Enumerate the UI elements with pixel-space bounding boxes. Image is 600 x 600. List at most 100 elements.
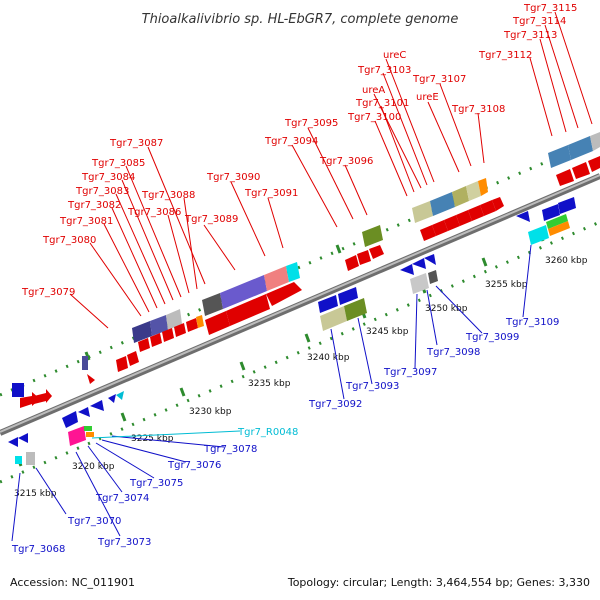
gene-block [202, 293, 223, 316]
gene-block [264, 266, 289, 291]
gene-block [590, 132, 600, 151]
rna-gene [116, 391, 124, 400]
gene-label[interactable]: Tgr7_3100 [347, 112, 401, 123]
gene-arrow [456, 210, 472, 226]
gene-block [196, 315, 204, 328]
gene-arrow [588, 156, 600, 172]
gene-block [466, 181, 481, 201]
gene-arrow [424, 254, 436, 265]
gene-label[interactable]: Tgr7_3094 [264, 136, 318, 147]
genome-summary: Topology: circular; Length: 3,464,554 bp… [287, 576, 590, 589]
gene-label[interactable]: Tgr7_3076 [167, 460, 221, 471]
gene-label[interactable]: Tgr7_3083 [75, 186, 129, 197]
gene-arrow [62, 411, 78, 428]
gene-block [26, 452, 35, 465]
gene-label[interactable]: Tgr7_3079 [21, 287, 75, 298]
gene-arrow [318, 295, 338, 313]
gene-label[interactable]: Tgr7_3068 [11, 544, 65, 555]
gene-label[interactable]: Tgr7_3093 [345, 381, 399, 392]
gene-arrow [345, 255, 359, 271]
gene-label[interactable]: Tgr7_3092 [308, 399, 362, 410]
gene-arrow [87, 374, 95, 384]
gene-label[interactable]: Tgr7_3085 [91, 158, 145, 169]
gene-arrow [432, 220, 448, 236]
gene-label[interactable]: Tgr7_3112 [478, 50, 532, 61]
gene-arrow [226, 294, 270, 326]
gene-label[interactable]: Tgr7_3097 [383, 367, 437, 378]
gene-label[interactable]: Tgr7_3109 [505, 317, 559, 328]
gene-label[interactable]: ureC [383, 50, 406, 61]
gene-label[interactable]: Tgr7_3086 [127, 207, 181, 218]
scale-label: 3215 kbp [14, 489, 57, 499]
gene-block [410, 273, 429, 294]
gene-arrow [400, 264, 414, 275]
scale-labels: 3215 kbp 3220 kbp 3225 kbp 3230 kbp 3235… [14, 256, 588, 499]
forward-strand-genes [12, 132, 600, 408]
rna-gene [15, 456, 22, 464]
gene-label[interactable]: Tgr7_3108 [451, 104, 505, 115]
gene-label[interactable]: Tgr7_3090 [206, 172, 260, 183]
gene-block [82, 356, 88, 370]
gene-arrow [468, 205, 484, 221]
gene-arrow [480, 200, 496, 216]
gene-label[interactable]: Tgr7_3114 [512, 16, 566, 27]
gene-arrow [516, 211, 530, 222]
scale-label: 3230 kbp [189, 407, 232, 417]
gene-block [68, 426, 86, 446]
gene-block [568, 136, 593, 160]
gene-label[interactable]: Tgr7_3075 [129, 478, 183, 489]
scale-label: 3235 kbp [248, 379, 291, 389]
rna-gene-label[interactable]: Tgr7_R0048 [237, 427, 298, 438]
gene-arrow [127, 351, 139, 366]
map-title: Thioalkalivibrio sp. HL-EbGR7, complete … [142, 12, 459, 27]
gene-label[interactable]: Tgr7_3088 [141, 190, 195, 201]
gene-block [286, 262, 300, 282]
scale-label: 3245 kbp [366, 327, 409, 337]
gene-label[interactable]: Tgr7_3084 [81, 172, 135, 183]
gene-block [132, 321, 152, 343]
gene-arrow [412, 258, 426, 269]
scale-label: 3250 kbp [425, 304, 468, 314]
gene-label[interactable]: Tgr7_3080 [42, 235, 96, 246]
gene-block [220, 275, 267, 309]
gene-label[interactable]: Tgr7_3096 [319, 156, 373, 167]
gene-label[interactable]: Tgr7_3073 [97, 537, 151, 548]
gene-label[interactable]: Tgr7_3099 [465, 332, 519, 343]
gene-block [86, 432, 94, 437]
reverse-gene-labels: Tgr7_3068 Tgr7_3070 Tgr7_3073 Tgr7_3074 … [11, 317, 559, 555]
gene-label[interactable]: Tgr7_3089 [184, 214, 238, 225]
gene-block [478, 178, 488, 196]
gene-label[interactable]: Tgr7_3113 [503, 30, 557, 41]
gene-label[interactable]: Tgr7_3095 [284, 118, 338, 129]
gene-arrow [162, 328, 174, 342]
gene-label[interactable]: Tgr7_3107 [412, 74, 466, 85]
gene-arrow [556, 169, 574, 186]
gene-label[interactable]: Tgr7_3091 [244, 188, 298, 199]
gene-label[interactable]: Tgr7_3115 [523, 3, 577, 14]
gene-label[interactable]: Tgr7_3070 [67, 516, 121, 527]
outer-tick-track [0, 137, 600, 397]
gene-label[interactable]: Tgr7_3078 [203, 444, 257, 455]
gene-arrow [150, 333, 162, 347]
gene-label[interactable]: Tgr7_3098 [426, 347, 480, 358]
gene-block [412, 201, 433, 223]
gene-label[interactable]: ureA [362, 85, 385, 96]
gene-block [548, 221, 570, 236]
gene-arrow [78, 407, 90, 417]
gene-block [452, 186, 469, 207]
gene-arrow [420, 225, 436, 241]
rna-gene [528, 225, 549, 245]
gene-label[interactable]: Tgr7_3103 [357, 65, 411, 76]
gene-label[interactable]: Tgr7_3082 [67, 200, 121, 211]
gene-label[interactable]: Tgr7_3074 [95, 493, 149, 504]
gene-arrow [90, 400, 104, 411]
gene-block [362, 225, 383, 247]
gene-arrow [34, 389, 52, 404]
gene-label[interactable]: Tgr7_3081 [59, 216, 113, 227]
gene-label[interactable]: Tgr7_3101 [355, 98, 409, 109]
gene-arrow [186, 318, 198, 332]
gene-arrow [357, 250, 371, 265]
gene-label[interactable]: Tgr7_3087 [109, 138, 163, 149]
gene-label[interactable]: ureE [416, 92, 439, 103]
